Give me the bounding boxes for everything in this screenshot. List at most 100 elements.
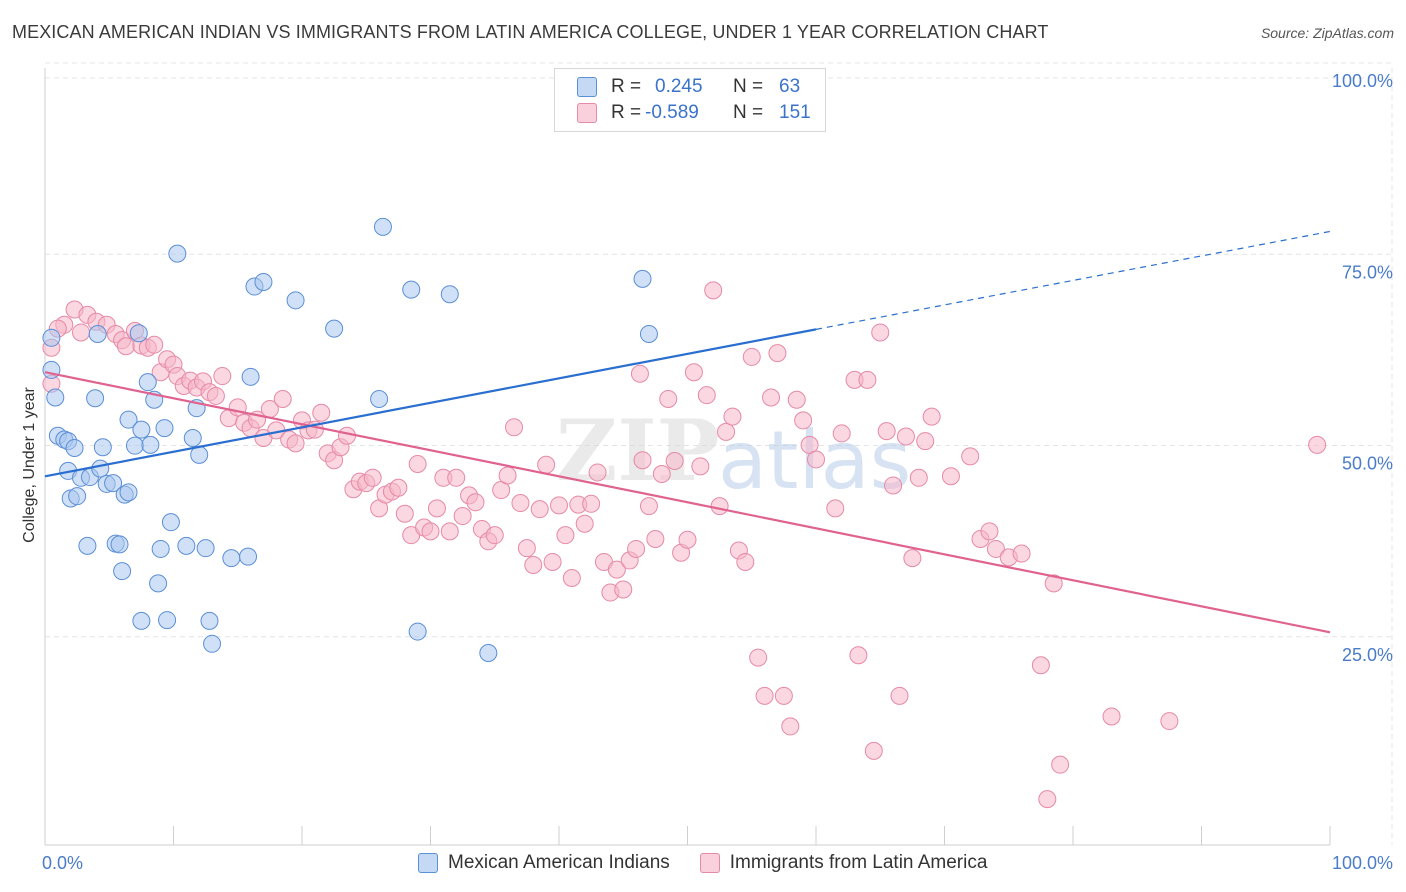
point-immigrants <box>505 418 524 437</box>
legend-n-label: N = <box>733 102 764 123</box>
point-mexican <box>633 269 652 288</box>
source-label: Source: ZipAtlas.com <box>1260 25 1394 41</box>
point-immigrants <box>543 552 562 571</box>
point-mexican <box>639 324 658 343</box>
y-axis-label: College, Under 1 year <box>21 387 38 543</box>
point-mexican <box>138 373 157 392</box>
point-immigrants <box>884 476 903 495</box>
point-mexican <box>158 611 177 630</box>
series-legend: Mexican American Indians Immigrants from… <box>418 852 1017 874</box>
y-tick-label: 100.0% <box>1332 71 1393 91</box>
legend-label-immigrants: Immigrants from Latin America <box>729 852 988 873</box>
point-immigrants <box>363 468 382 487</box>
correlation-legend: R = 0.245 N = 63 R = -0.589 N = 151 <box>554 68 826 132</box>
point-immigrants <box>774 686 793 705</box>
legend-n-value: 151 <box>779 102 811 123</box>
point-immigrants <box>1012 544 1031 563</box>
point-immigrants <box>466 493 485 512</box>
point-immigrants <box>447 468 466 487</box>
point-mexican <box>161 513 180 532</box>
point-immigrants <box>717 422 736 441</box>
point-immigrants <box>659 390 678 409</box>
axes <box>44 68 1331 846</box>
point-immigrants <box>582 494 601 513</box>
point-immigrants <box>762 388 781 407</box>
legend-row-series2: R = -0.589 N = 151 <box>577 101 811 125</box>
point-immigrants <box>826 499 845 518</box>
point-immigrants <box>794 411 813 430</box>
legend-n-value: 63 <box>779 76 801 97</box>
point-immigrants <box>652 464 671 483</box>
point-immigrants <box>1031 656 1050 675</box>
point-immigrants <box>614 580 633 599</box>
point-mexican <box>132 611 151 630</box>
point-immigrants <box>909 468 928 487</box>
point-immigrants <box>337 426 356 445</box>
y-tick-label: 25.0% <box>1342 645 1393 665</box>
legend-r-value: -0.589 <box>645 102 699 123</box>
point-immigrants <box>684 363 703 382</box>
point-mexican <box>68 487 87 506</box>
point-mexican <box>196 539 215 558</box>
point-mexican <box>110 535 129 554</box>
point-immigrants <box>916 432 935 451</box>
point-immigrants <box>453 507 472 526</box>
point-immigrants <box>678 530 697 549</box>
point-mexican <box>141 435 160 454</box>
point-immigrants <box>1102 707 1121 726</box>
point-immigrants <box>71 323 90 342</box>
point-mexican <box>239 547 258 566</box>
point-mexican <box>440 285 459 304</box>
point-immigrants <box>427 499 446 518</box>
point-immigrants <box>1160 712 1179 731</box>
legend-item-immigrants: Immigrants from Latin America <box>699 852 988 874</box>
point-immigrants <box>206 386 225 405</box>
point-immigrants <box>807 450 825 469</box>
trend-lines <box>44 230 1331 634</box>
point-mexican <box>241 367 260 386</box>
point-immigrants <box>440 522 459 541</box>
point-immigrants <box>832 424 851 443</box>
point-immigrants <box>633 451 652 470</box>
point-immigrants <box>749 648 768 667</box>
point-immigrants <box>485 526 504 545</box>
point-immigrants <box>691 457 710 476</box>
point-mexican <box>129 324 148 343</box>
point-mexican <box>402 280 421 299</box>
point-mexican <box>86 389 105 408</box>
point-mexican <box>65 438 84 457</box>
point-immigrants <box>864 741 883 760</box>
tick-labels: 100.0% 75.0% 50.0% 25.0% 0.0% 100.0% <box>42 71 1393 873</box>
point-mexican <box>183 429 202 448</box>
point-immigrants <box>787 390 806 409</box>
legend-swatch-pink <box>699 853 720 873</box>
point-immigrants <box>395 504 414 523</box>
point-immigrants <box>1051 755 1070 774</box>
point-immigrants <box>639 497 658 516</box>
point-immigrants <box>890 686 909 705</box>
point-immigrants <box>858 370 877 389</box>
point-immigrants <box>273 390 292 409</box>
y-tick-label: 75.0% <box>1342 262 1393 282</box>
point-mexican <box>151 539 170 558</box>
point-mexican <box>222 549 241 568</box>
point-immigrants <box>871 323 890 342</box>
point-immigrants <box>550 496 568 515</box>
watermark-text: ZIP <box>556 401 720 500</box>
point-mexican <box>479 643 498 662</box>
point-immigrants <box>986 539 1005 558</box>
point-mexican <box>42 360 61 379</box>
point-immigrants <box>646 530 665 548</box>
point-immigrants <box>556 526 575 545</box>
point-immigrants <box>665 451 684 470</box>
point-immigrants <box>755 686 774 705</box>
point-mexican <box>177 536 196 555</box>
x-tick-label-min: 0.0% <box>42 853 83 873</box>
gridlines <box>45 62 1393 845</box>
legend-swatch-blue <box>577 77 597 97</box>
trend-line-immigrants <box>44 371 1331 634</box>
point-immigrants <box>421 522 440 541</box>
point-mexican <box>155 419 174 438</box>
point-immigrants <box>1308 435 1327 454</box>
point-immigrants <box>630 364 649 383</box>
